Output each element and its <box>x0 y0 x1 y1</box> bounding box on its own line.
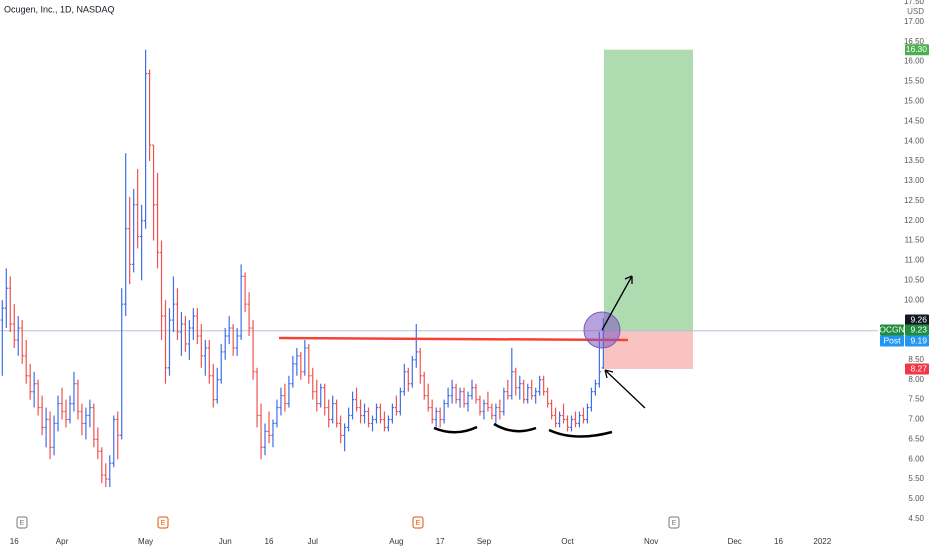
y-tick-label: 5.00 <box>908 494 924 503</box>
y-tick-label: 8.00 <box>908 375 924 384</box>
y-tick-label: 6.50 <box>908 434 924 443</box>
earnings-marker <box>668 516 680 529</box>
symbol-tag-label: Post <box>883 335 901 345</box>
price-tag <box>905 324 929 336</box>
y-tick-label: 10.50 <box>904 275 925 284</box>
drawings <box>278 275 646 438</box>
y-tick-label: 13.00 <box>904 176 925 185</box>
arrow-pointer <box>604 369 646 409</box>
curve-3 <box>548 428 613 438</box>
y-tick-label: 6.00 <box>908 454 924 463</box>
x-tick-label: Jul <box>308 537 318 546</box>
earnings-label: E <box>161 520 166 527</box>
chart-title: Ocugen, Inc., 1D, NASDAQ <box>4 4 115 14</box>
price-tag <box>905 335 929 347</box>
price-tag <box>905 363 929 375</box>
x-tick-label: 17 <box>436 537 445 546</box>
price-tag-label: 9.19 <box>910 335 927 345</box>
y-tick-label: 11.00 <box>905 256 925 265</box>
y-tick-label: 14.00 <box>904 136 925 145</box>
earnings-label: E <box>20 520 25 527</box>
curve-2 <box>493 422 537 433</box>
y-tick-label: 15.00 <box>904 96 925 105</box>
curve-1 <box>433 425 478 434</box>
price-tag-label: 9.26 <box>910 314 927 324</box>
price-tag-label: 16.30 <box>906 44 928 54</box>
symbol-tag <box>880 324 904 336</box>
x-tick-label: 16 <box>774 537 783 546</box>
y-tick-label: 16.00 <box>904 57 925 66</box>
resistance-line <box>278 336 629 342</box>
x-tick-label: Oct <box>561 537 574 546</box>
y-tick-label: 13.50 <box>904 156 925 165</box>
x-tick-label: 2022 <box>813 537 831 546</box>
y-tick-label: 14.50 <box>904 116 925 125</box>
y-tick-label: 7.50 <box>908 395 924 404</box>
x-tick-label: Dec <box>728 537 742 546</box>
y-tick-label: 17.50 <box>904 0 925 6</box>
earnings-marker <box>157 516 169 529</box>
y-tick-label: 5.50 <box>908 474 924 483</box>
x-tick-label: 16 <box>10 537 19 546</box>
earnings-marker <box>16 516 28 529</box>
y-axis-label: USD <box>907 7 924 16</box>
x-tick-label: Sep <box>477 537 492 546</box>
y-tick-label: 16.50 <box>904 37 925 46</box>
symbol-tag-label: OCGN <box>879 324 905 334</box>
position-boxes <box>0 49 878 369</box>
price-tag <box>905 44 929 56</box>
y-tick-label: 12.00 <box>904 216 925 225</box>
y-tick-label: 7.00 <box>908 415 924 424</box>
x-tick-label: Nov <box>644 537 658 546</box>
axes: 4.505.005.506.006.507.007.508.008.509.00… <box>10 0 929 546</box>
x-tick-label: Apr <box>56 537 69 546</box>
x-tick-label: Jun <box>219 537 232 546</box>
y-tick-label: 8.50 <box>908 355 924 364</box>
symbol-tag <box>880 335 904 347</box>
y-tick-label: 11.50 <box>905 236 925 245</box>
earnings-label: E <box>672 520 677 527</box>
bars <box>0 49 605 488</box>
earnings-label: E <box>416 520 421 527</box>
x-tick-label: Aug <box>389 537 403 546</box>
y-tick-label: 4.50 <box>908 514 924 523</box>
price-tag-label: 8.27 <box>910 363 927 373</box>
y-tick-label: 17.00 <box>904 17 925 26</box>
profit-zone <box>604 49 693 331</box>
earnings-marker <box>412 516 424 529</box>
arrow-up <box>601 275 633 331</box>
x-tick-label: 16 <box>265 537 274 546</box>
y-tick-label: 10.00 <box>904 295 925 304</box>
price-tag-label: 9.23 <box>910 324 927 334</box>
x-tick-label: May <box>138 537 153 546</box>
price-tag <box>905 314 929 326</box>
y-tick-label: 15.50 <box>904 77 925 86</box>
y-tick-label: 12.50 <box>904 196 925 205</box>
